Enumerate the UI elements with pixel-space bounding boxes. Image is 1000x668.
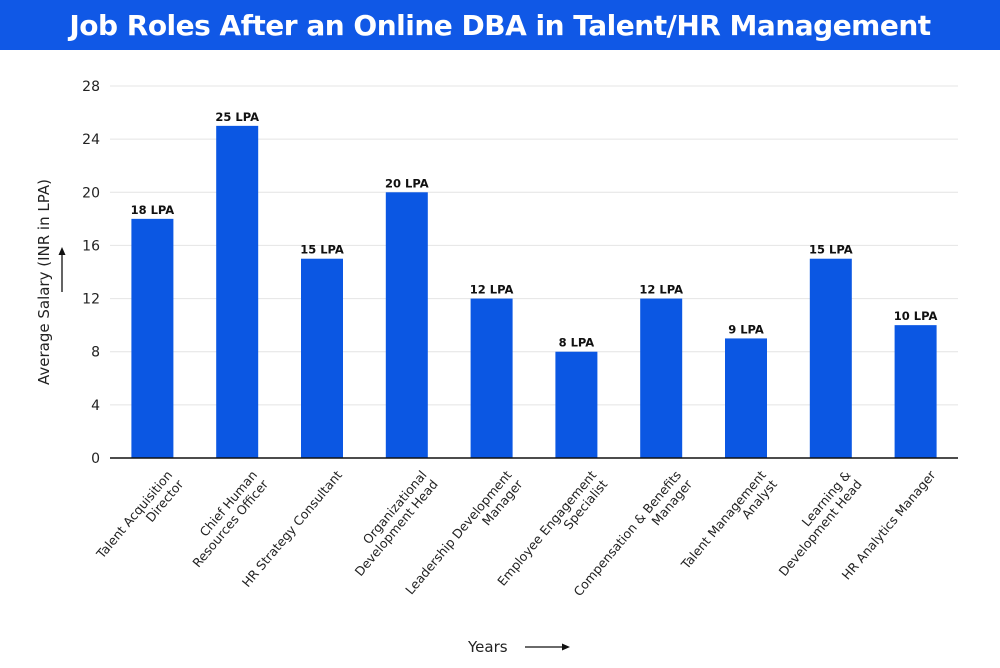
bar-data-label: 18 LPA bbox=[131, 203, 175, 217]
bar bbox=[725, 338, 767, 458]
y-tick-label: 20 bbox=[82, 185, 100, 201]
y-tick-label: 0 bbox=[91, 451, 100, 467]
y-tick-label: 4 bbox=[91, 398, 100, 414]
y-tick-label: 24 bbox=[82, 132, 100, 148]
y-tick-label: 16 bbox=[82, 238, 100, 254]
bar bbox=[640, 298, 683, 458]
bar-data-label: 9 LPA bbox=[728, 322, 764, 336]
bar bbox=[894, 325, 937, 458]
bar-data-label: 8 LPA bbox=[559, 336, 595, 350]
x-axis-title: Years bbox=[467, 638, 508, 656]
x-category-label-line: Talent Acquisition bbox=[93, 468, 176, 562]
bar-data-label: 15 LPA bbox=[809, 243, 853, 257]
x-category-label: Chief HumanResources Officer bbox=[178, 467, 271, 570]
y-tick-label: 8 bbox=[91, 345, 100, 361]
y-axis-title-group: Average Salary (INR in LPA) bbox=[35, 179, 66, 385]
bar-data-label: 12 LPA bbox=[639, 283, 683, 297]
bars bbox=[131, 125, 937, 459]
bar-data-label: 20 LPA bbox=[385, 176, 429, 190]
bar bbox=[470, 298, 513, 458]
bar-data-label: 12 LPA bbox=[470, 283, 514, 297]
bar-data-label: 10 LPA bbox=[894, 309, 938, 323]
bar bbox=[809, 258, 852, 458]
x-axis-arrow-icon bbox=[525, 643, 570, 651]
bar bbox=[555, 351, 598, 458]
data-labels: 18 LPA 25 LPA 15 LPA 20 LPA 12 LPA 8 LPA 12 LP… bbox=[131, 110, 938, 350]
bar bbox=[301, 258, 343, 458]
x-axis-categories: Talent AcquisitionDirector Chief HumanRes… bbox=[93, 467, 939, 599]
bar bbox=[385, 192, 428, 459]
chart-title-banner: Job Roles After an Online DBA in Talent/… bbox=[0, 0, 1000, 50]
bar-data-label: 15 LPA bbox=[300, 243, 344, 257]
y-tick-label: 28 bbox=[82, 79, 100, 95]
bar bbox=[216, 125, 259, 458]
x-axis-title-group: Years bbox=[467, 638, 570, 656]
y-axis-title: Average Salary (INR in LPA) bbox=[35, 179, 53, 385]
y-axis-ticks: 0 4 8 12 16 20 24 28 bbox=[82, 79, 100, 467]
bar bbox=[131, 218, 174, 458]
chart-title: Job Roles After an Online DBA in Talent/… bbox=[69, 8, 931, 42]
y-axis-arrow-icon bbox=[58, 247, 66, 292]
y-tick-label: 12 bbox=[82, 292, 100, 308]
bar-data-label: 25 LPA bbox=[215, 110, 259, 124]
x-category-label: Talent AcquisitionDirector bbox=[93, 467, 187, 571]
